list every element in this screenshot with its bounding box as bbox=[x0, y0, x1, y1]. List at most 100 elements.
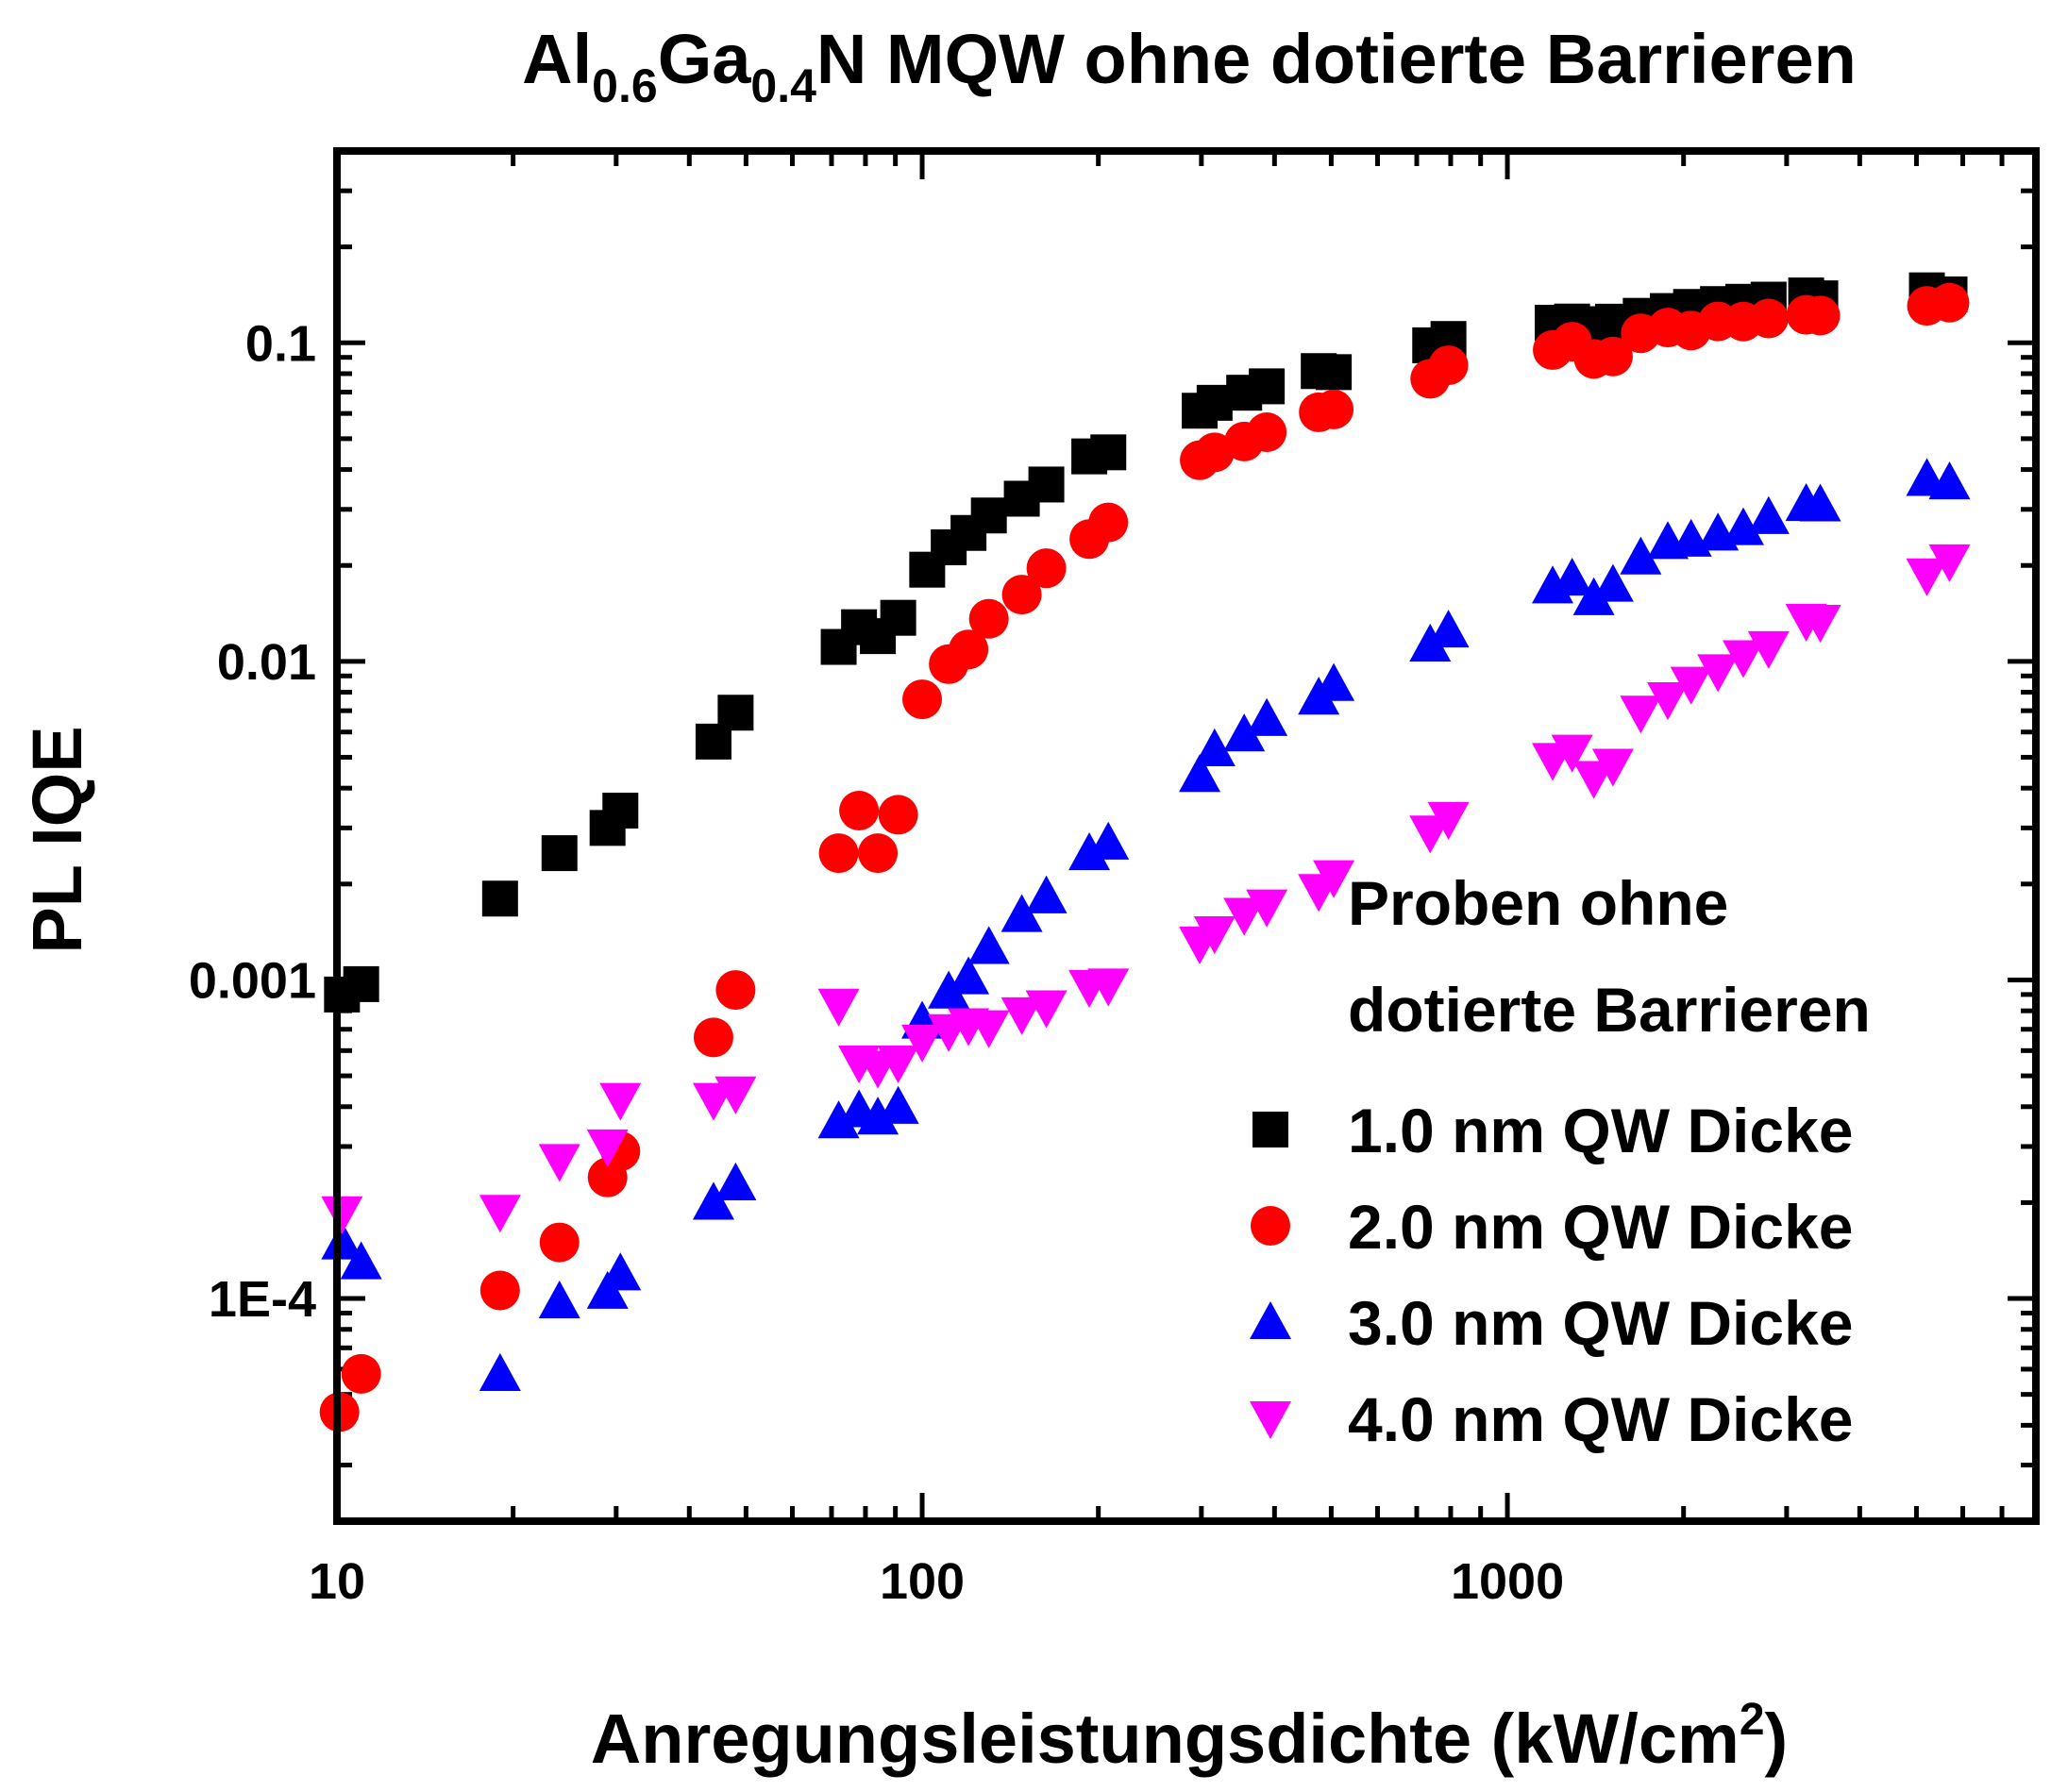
data-point bbox=[1427, 610, 1470, 648]
data-points bbox=[319, 272, 1971, 1432]
data-point bbox=[1087, 968, 1130, 1007]
data-point bbox=[1620, 536, 1662, 575]
data-point bbox=[1723, 507, 1765, 545]
data-point bbox=[1928, 544, 1971, 582]
title-prefix: Al bbox=[522, 20, 592, 98]
y-axis-label: PL IQE bbox=[18, 726, 96, 953]
data-point bbox=[1928, 461, 1971, 500]
x-axis-label-end: ) bbox=[1765, 1700, 1789, 1778]
data-point bbox=[481, 880, 518, 917]
y-tick-label: 0.01 bbox=[217, 634, 316, 691]
data-point bbox=[341, 1353, 381, 1394]
data-point bbox=[1748, 298, 1789, 339]
data-point bbox=[1799, 604, 1841, 644]
data-point bbox=[1314, 389, 1354, 429]
data-point bbox=[539, 1222, 580, 1263]
data-point bbox=[1591, 563, 1634, 602]
data-point bbox=[693, 1017, 733, 1058]
data-point bbox=[901, 1024, 944, 1063]
title-suffix: N MQW ohne dotierte Barrieren bbox=[816, 20, 1857, 98]
data-point bbox=[599, 1252, 642, 1291]
data-point bbox=[1799, 483, 1841, 522]
data-point bbox=[1000, 996, 1043, 1035]
data-point bbox=[1800, 295, 1841, 336]
y-tick-label: 1E-4 bbox=[209, 1271, 316, 1328]
data-point bbox=[715, 970, 756, 1011]
data-point bbox=[857, 1097, 899, 1135]
data-point bbox=[948, 956, 990, 995]
legend-marker-2nm bbox=[1251, 1206, 1290, 1246]
legend-title-line2: dotierte Barrieren bbox=[1348, 975, 1871, 1045]
data-point bbox=[1026, 548, 1067, 589]
data-point bbox=[1193, 728, 1236, 766]
data-point bbox=[1592, 336, 1633, 377]
data-point bbox=[1193, 916, 1236, 955]
data-point bbox=[970, 497, 1007, 534]
data-point bbox=[1551, 557, 1593, 596]
data-point bbox=[949, 629, 989, 670]
data-point bbox=[1670, 666, 1712, 705]
data-point bbox=[538, 1144, 580, 1182]
data-point bbox=[1246, 697, 1288, 736]
data-point bbox=[1620, 695, 1662, 734]
plot-frame bbox=[333, 147, 2040, 1525]
series-3nm bbox=[321, 458, 1971, 1391]
data-point bbox=[839, 791, 880, 831]
data-point bbox=[877, 1085, 919, 1124]
data-point bbox=[541, 835, 578, 872]
data-point bbox=[1000, 894, 1043, 932]
x-tick-label: 100 bbox=[880, 1553, 965, 1610]
data-point bbox=[1906, 558, 1948, 596]
y-tick-label: 0.001 bbox=[189, 952, 316, 1009]
x-axis-label-main: Anregungsleistungsdichte (kW/cm bbox=[591, 1700, 1740, 1778]
data-point bbox=[1316, 354, 1353, 391]
data-point bbox=[1591, 748, 1634, 787]
chart-title: Al0.6Ga0.4N MQW ohne dotierte Barrieren bbox=[522, 20, 1857, 112]
data-point bbox=[1929, 282, 1970, 323]
data-point bbox=[880, 599, 916, 636]
data-point bbox=[1247, 412, 1287, 453]
data-point bbox=[818, 833, 859, 874]
data-point bbox=[1647, 682, 1690, 721]
title-sub1: 0.6 bbox=[592, 59, 658, 112]
data-point bbox=[1313, 662, 1355, 701]
x-axis-label: Anregungsleistungsdichte (kW/cm2) bbox=[591, 1695, 1788, 1778]
data-point bbox=[1747, 630, 1790, 669]
legend-marker-4nm bbox=[1250, 1400, 1291, 1440]
data-point bbox=[714, 1076, 757, 1114]
legend-title-line1: Proben ohne bbox=[1348, 868, 1728, 938]
legend-label-2nm: 2.0 nm QW Dicke bbox=[1348, 1192, 1854, 1262]
data-point bbox=[586, 1129, 629, 1168]
data-point bbox=[538, 1280, 580, 1319]
data-point bbox=[1179, 754, 1221, 793]
data-point bbox=[968, 598, 1009, 639]
data-point bbox=[1747, 495, 1790, 534]
data-point bbox=[479, 1352, 521, 1391]
data-point bbox=[717, 695, 754, 731]
data-point bbox=[714, 1162, 757, 1200]
data-point bbox=[967, 926, 1010, 964]
data-point bbox=[877, 1046, 919, 1084]
data-point bbox=[1723, 640, 1765, 678]
data-point bbox=[692, 1181, 734, 1220]
x-axis-label-sup: 2 bbox=[1740, 1695, 1765, 1745]
data-point bbox=[1427, 801, 1470, 840]
data-point bbox=[321, 1196, 363, 1234]
data-point bbox=[1697, 654, 1740, 693]
data-point bbox=[1223, 713, 1266, 752]
legend-marker-1nm bbox=[1252, 1112, 1288, 1147]
data-point bbox=[1090, 434, 1127, 471]
data-point bbox=[1223, 897, 1266, 936]
legend: Proben ohne dotierte Barrieren 1.0 nm QW D… bbox=[1250, 868, 1871, 1454]
data-point bbox=[1025, 875, 1068, 913]
title-mid: Ga bbox=[658, 20, 752, 98]
data-point bbox=[1249, 368, 1286, 405]
data-point bbox=[321, 1221, 363, 1260]
data-point bbox=[967, 1010, 1010, 1048]
data-point bbox=[479, 1270, 520, 1311]
legend-label-4nm: 4.0 nm QW Dicke bbox=[1348, 1384, 1854, 1454]
data-point bbox=[340, 1241, 382, 1280]
series-4nm bbox=[321, 544, 1971, 1234]
